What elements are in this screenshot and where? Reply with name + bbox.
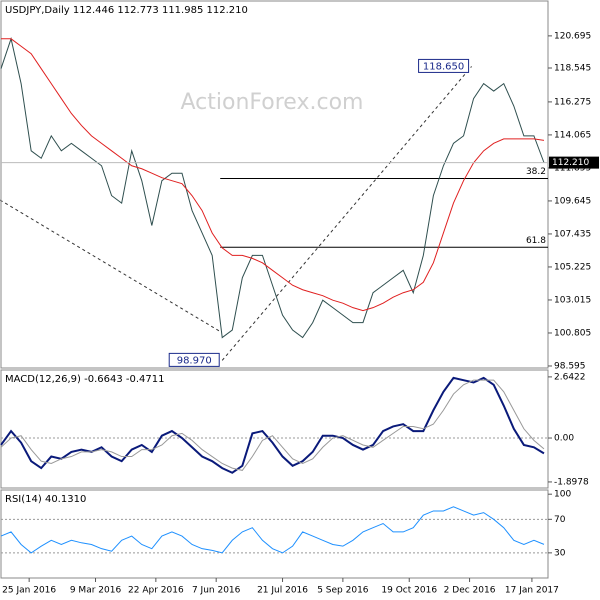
fib-label: 38.2 [526, 167, 546, 177]
panel-frame [0, 489, 549, 579]
pivot-label: 118.650 [423, 61, 464, 72]
x-tick-label: 19 Oct 2016 [381, 586, 437, 596]
y-tick-label: 105.225 [554, 262, 591, 272]
y-tick-label: 116.275 [554, 97, 591, 107]
y-tick-label: 100.805 [554, 328, 591, 338]
fib-label: 61.8 [526, 236, 546, 246]
pivot-box [418, 58, 470, 73]
series-line [0, 36, 545, 339]
y-tick-label: 30 [554, 548, 566, 558]
y-tick-label: 107.435 [554, 229, 591, 239]
trend-line [0, 199, 222, 333]
y-tick-label: 0.00 [554, 434, 574, 444]
y-tick-label: 109.645 [554, 196, 591, 206]
series-line [1, 38, 545, 312]
x-tick-label: 2 Dec 2016 [444, 586, 496, 596]
panel-title: MACD(12,26,9) -0.6643 -0.4711 [5, 374, 165, 385]
x-tick-label: 17 Jan 2017 [505, 586, 559, 596]
y-tick-label: 103.015 [554, 295, 591, 305]
panel-frame [0, 0, 549, 369]
last-price-box [549, 156, 599, 169]
x-tick-label: 22 Apr 2016 [128, 586, 184, 596]
series-line [0, 379, 545, 471]
panel-title: USDJPY,Daily 112.446 112.773 111.985 112… [5, 5, 248, 16]
y-tick-label: 100 [554, 490, 571, 500]
y-tick-label: 120.695 [554, 31, 591, 41]
watermark: ActionForex.com [181, 90, 364, 115]
x-tick-label: 5 Sep 2016 [317, 586, 369, 596]
y-tick-label: 2.6422 [554, 372, 586, 382]
y-tick-label: 118.545 [554, 63, 591, 73]
y-tick-label: 98.595 [554, 361, 586, 371]
last-price-label: 112.210 [552, 158, 589, 168]
pivot-label: 98.970 [177, 355, 212, 366]
x-tick-label: 25 Jan 2016 [2, 586, 56, 596]
x-tick-label: 7 Jun 2016 [192, 586, 241, 596]
x-tick-label: 21 Jul 2016 [257, 586, 308, 596]
x-tick-label: 9 Mar 2016 [70, 586, 122, 596]
y-tick-label: -1.8978 [554, 477, 589, 487]
y-tick-label: 114.065 [554, 130, 591, 140]
trend-line [221, 66, 472, 361]
panel-title: RSI(14) 40.1310 [5, 494, 86, 505]
pivot-box [168, 352, 220, 367]
series-line [0, 506, 545, 554]
panel-frame [0, 369, 549, 489]
y-tick-label: 70 [554, 515, 566, 525]
